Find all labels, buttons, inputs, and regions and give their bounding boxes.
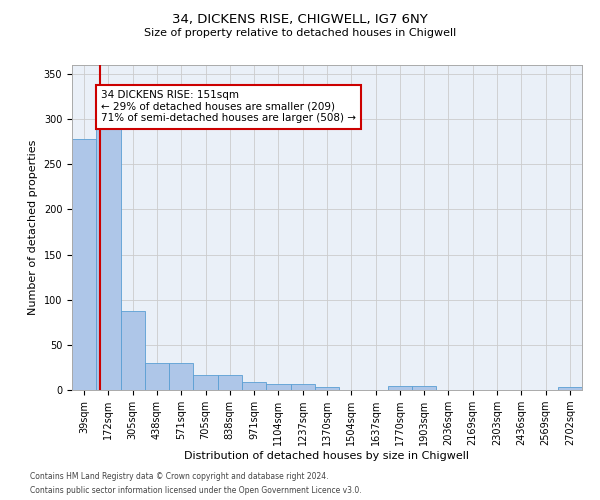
Bar (558, 388, 582, 390)
Bar (218, 374, 242, 390)
Text: Size of property relative to detached houses in Chigwell: Size of property relative to detached ho… (144, 28, 456, 38)
Bar (290, 384, 315, 390)
Text: 34, DICKENS RISE, CHIGWELL, IG7 6NY: 34, DICKENS RISE, CHIGWELL, IG7 6NY (172, 12, 428, 26)
X-axis label: Distribution of detached houses by size in Chigwell: Distribution of detached houses by size … (185, 451, 470, 461)
Bar (266, 384, 290, 390)
Text: 34 DICKENS RISE: 151sqm
← 29% of detached houses are smaller (209)
71% of semi-d: 34 DICKENS RISE: 151sqm ← 29% of detache… (101, 90, 356, 124)
Text: Contains HM Land Registry data © Crown copyright and database right 2024.: Contains HM Land Registry data © Crown c… (30, 472, 329, 481)
Text: Contains public sector information licensed under the Open Government Licence v3: Contains public sector information licen… (30, 486, 362, 495)
Bar (412, 386, 436, 390)
Bar (121, 310, 145, 390)
Bar (96, 128, 121, 390)
Bar (315, 388, 339, 390)
Bar (242, 382, 266, 390)
Y-axis label: Number of detached properties: Number of detached properties (28, 140, 38, 315)
Bar (145, 363, 169, 390)
Bar (193, 374, 218, 390)
Bar (169, 363, 193, 390)
Bar (72, 139, 96, 390)
Bar (388, 386, 412, 390)
